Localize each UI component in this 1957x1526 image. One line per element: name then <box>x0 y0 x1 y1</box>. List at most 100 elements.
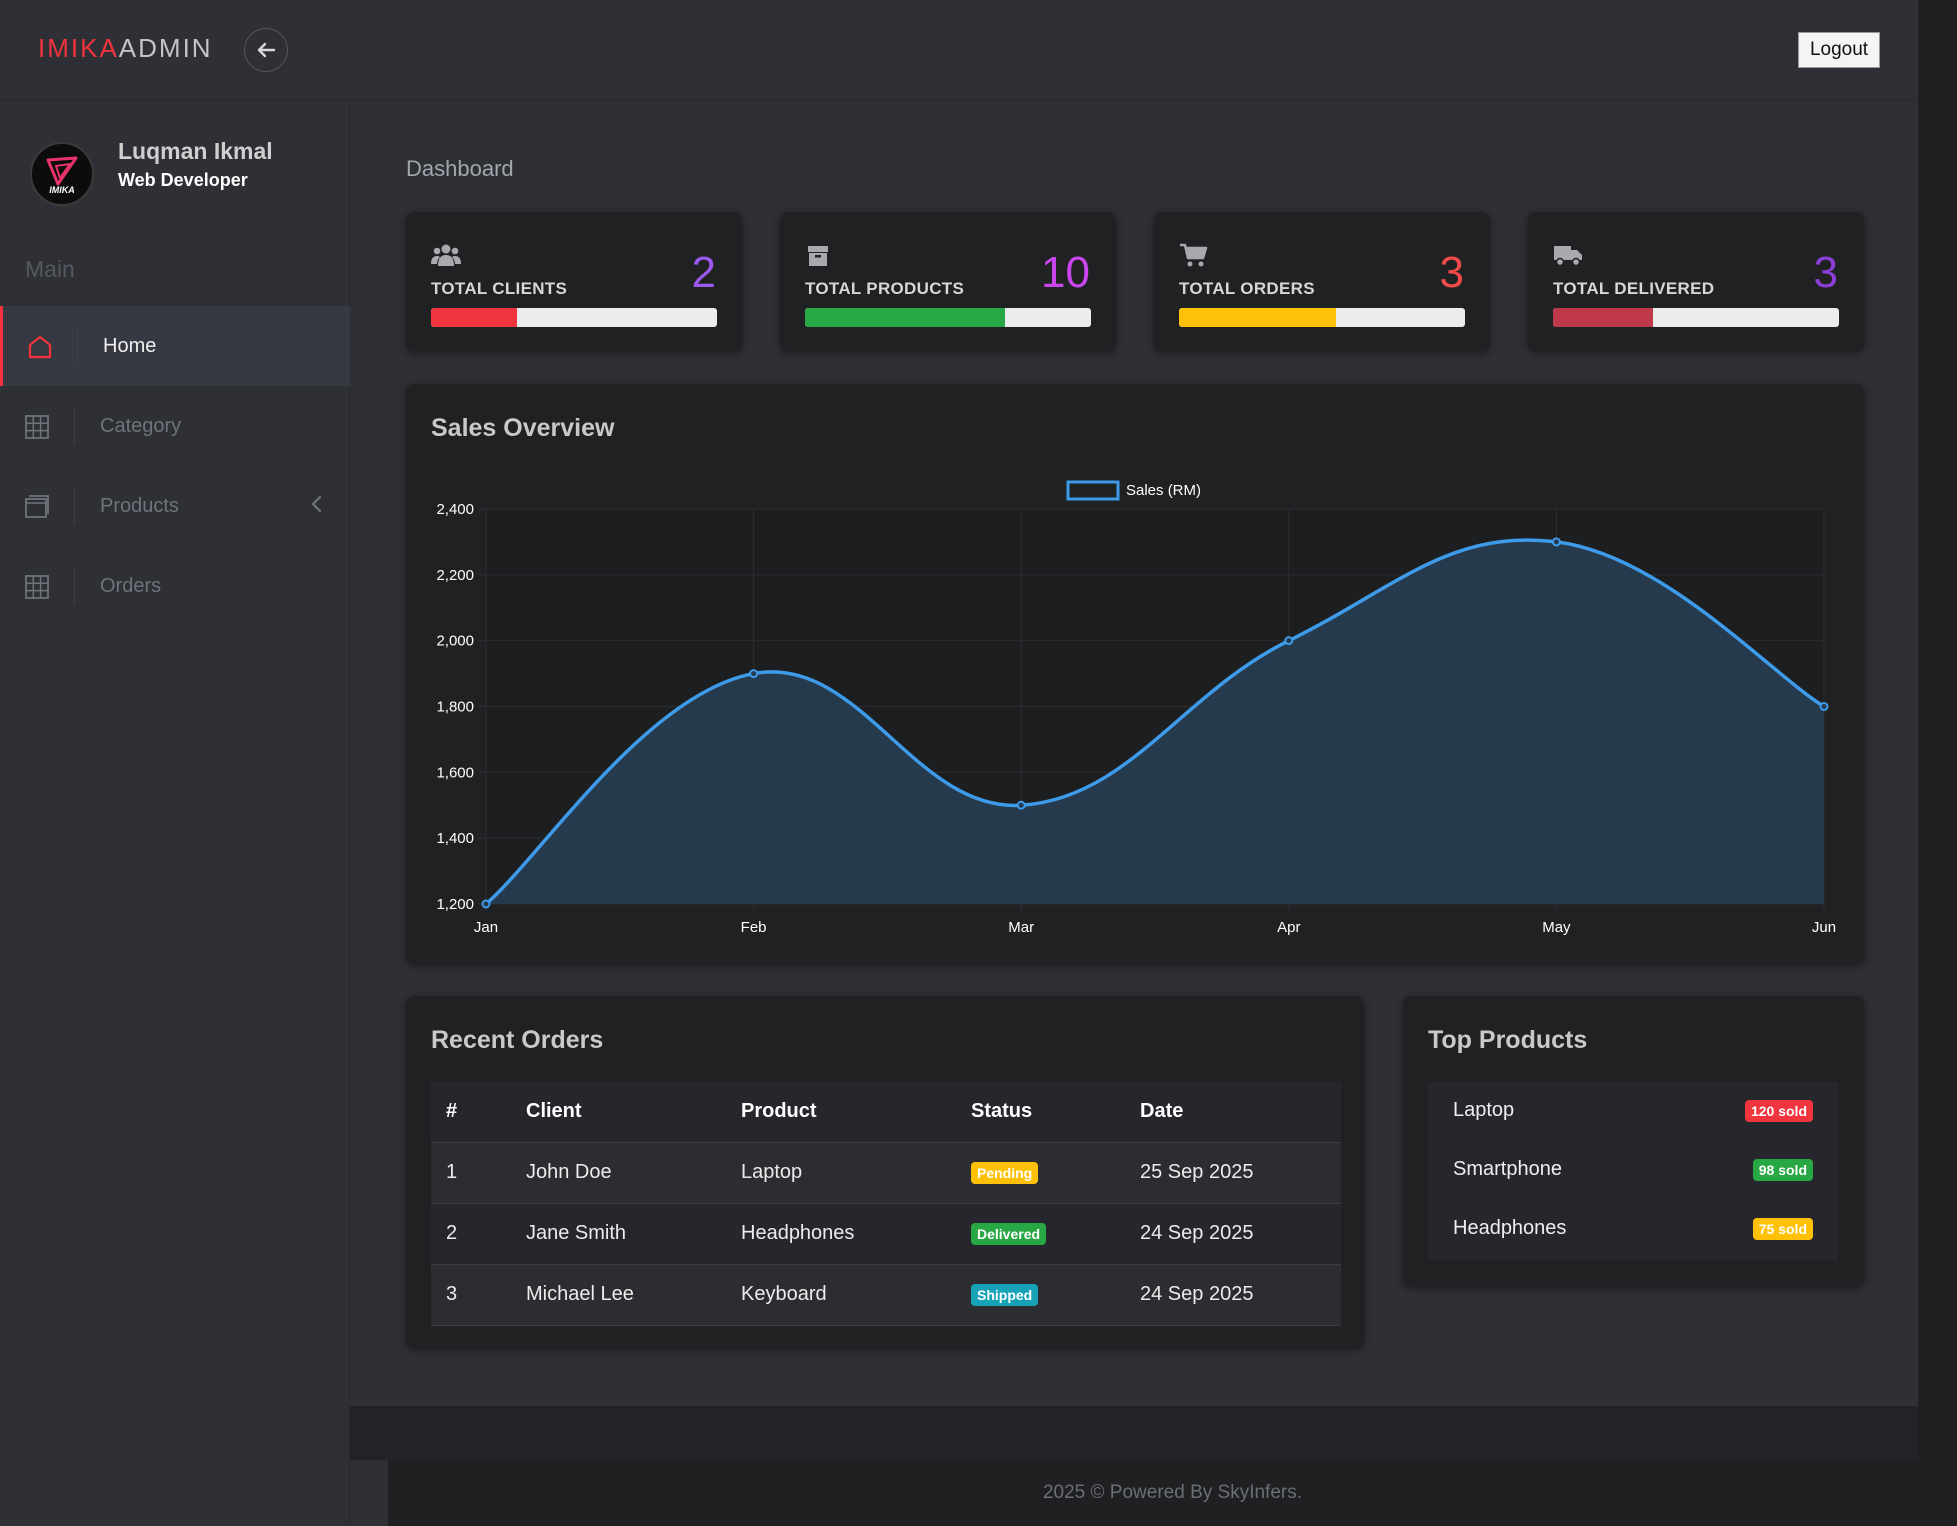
series-area <box>486 540 1824 904</box>
list-item[interactable]: Laptop 120 sold <box>1428 1082 1838 1141</box>
series-line <box>484 538 1825 906</box>
data-point <box>749 669 759 679</box>
y-tick-label: 2,200 <box>436 567 474 584</box>
table-row[interactable]: 3 Michael Lee Keyboard Shipped 24 Sep 20… <box>431 1264 1341 1326</box>
sold-badge: 75 sold <box>1752 1218 1813 1240</box>
right-edge-strip <box>1918 0 1957 1526</box>
order-product: Headphones <box>726 1203 956 1265</box>
sidebar-item-home[interactable]: Home <box>0 306 350 386</box>
y-tick-label: 2,000 <box>436 633 474 650</box>
nav-separator <box>74 408 75 444</box>
order-client: Michael Lee <box>511 1264 726 1326</box>
list-item[interactable]: Headphones 75 sold <box>1428 1200 1838 1259</box>
x-tick-label: Jun <box>1812 919 1836 936</box>
order-date: 24 Sep 2025 <box>1125 1264 1341 1326</box>
footer-text: 2025 © Powered By SkyInfers. <box>1042 1482 1302 1503</box>
grid-icon <box>25 575 49 599</box>
footer-spacer <box>350 1406 1918 1460</box>
column-header[interactable]: Status <box>956 1082 1125 1143</box>
column-header[interactable]: Date <box>1125 1082 1341 1143</box>
stat-card-total-products: TOTAL PRODUCTS 10 <box>780 212 1116 351</box>
users-icon <box>431 244 461 266</box>
data-point <box>1284 636 1294 646</box>
data-point <box>1819 702 1829 711</box>
sales-overview-title: Sales Overview <box>431 414 615 442</box>
brand-part1: IMIKA <box>38 33 119 63</box>
recent-orders-title: Recent Orders <box>431 1026 604 1054</box>
data-point <box>1016 800 1026 810</box>
column-header[interactable]: # <box>431 1082 511 1143</box>
nav-separator <box>74 488 75 524</box>
avatar-logo-text: IMIKA <box>49 185 75 195</box>
status-badge: Shipped <box>971 1284 1039 1306</box>
data-point <box>1551 537 1561 547</box>
legend-swatch <box>1066 480 1120 501</box>
brand-logo[interactable]: IMIKAADMIN <box>38 33 213 64</box>
sidebar-item-label: Category <box>100 415 182 437</box>
x-tick-label: May <box>1542 919 1571 936</box>
user-name: Luqman Ikmal <box>118 138 273 164</box>
truck-icon <box>1554 246 1582 267</box>
table-header-row: # Client Product Status Date <box>431 1082 1341 1143</box>
sidebar-item-orders[interactable]: Orders <box>0 546 350 626</box>
arrow-left-icon <box>257 42 276 58</box>
data-point <box>481 899 491 909</box>
column-header[interactable]: Product <box>726 1082 956 1143</box>
nav-separator <box>77 328 78 364</box>
x-tick-label: Feb <box>741 919 767 936</box>
cart-icon <box>1180 243 1208 267</box>
product-name: Headphones <box>1453 1217 1567 1239</box>
y-tick-label: 1,400 <box>436 830 474 847</box>
order-date: 25 Sep 2025 <box>1125 1142 1341 1204</box>
sidebar-item-category[interactable]: Category <box>0 386 350 466</box>
stat-progress-track <box>1553 308 1839 327</box>
sidebar-item-products[interactable]: Products <box>0 466 350 546</box>
legend-label: Sales (RM) <box>1126 482 1201 499</box>
order-number: 2 <box>431 1203 511 1265</box>
stat-progress-track <box>1179 308 1465 327</box>
order-client: Jane Smith <box>511 1203 726 1265</box>
column-header[interactable]: Client <box>511 1082 726 1143</box>
table-row[interactable]: 2 Jane Smith Headphones Delivered 24 Sep… <box>431 1203 1341 1265</box>
logout-button[interactable]: Logout <box>1798 32 1880 68</box>
sidebar: IMIKA Luqman Ikmal Web Developer Main Ho… <box>0 100 350 1526</box>
stat-value: 3 <box>1813 248 1838 297</box>
sold-badge: 98 sold <box>1752 1159 1813 1181</box>
sidebar-toggle-button[interactable] <box>244 28 288 72</box>
box-icon <box>808 246 828 266</box>
product-name: Laptop <box>1453 1099 1515 1121</box>
order-number: 3 <box>431 1264 511 1326</box>
order-date: 24 Sep 2025 <box>1125 1203 1341 1265</box>
table-row[interactable]: 1 John Doe Laptop Pending 25 Sep 2025 <box>431 1142 1341 1204</box>
order-client: John Doe <box>511 1142 726 1204</box>
order-number: 1 <box>431 1142 511 1204</box>
order-status-cell: Shipped <box>956 1264 1125 1326</box>
top-products-card: Top Products Laptop 120 sold Smartphone … <box>1403 996 1864 1286</box>
order-product: Laptop <box>726 1142 956 1204</box>
stat-progress-track <box>431 308 717 327</box>
order-product: Keyboard <box>726 1264 956 1326</box>
order-status-cell: Pending <box>956 1142 1125 1204</box>
stat-value: 3 <box>1439 248 1464 297</box>
chevron-left-icon[interactable] <box>310 494 324 514</box>
stat-card-total-clients: TOTAL CLIENTS 2 <box>406 212 742 351</box>
x-tick-label: Mar <box>1008 919 1034 936</box>
menu-heading: Main <box>25 256 75 282</box>
brand-part2: ADMIN <box>118 33 213 63</box>
list-item[interactable]: Smartphone 98 sold <box>1428 1141 1838 1200</box>
stat-label: TOTAL DELIVERED <box>1553 279 1715 298</box>
avatar[interactable]: IMIKA <box>30 142 94 206</box>
top-products-title: Top Products <box>1428 1026 1588 1054</box>
stat-progress-fill <box>1179 308 1337 327</box>
status-badge: Delivered <box>971 1223 1047 1245</box>
stat-value: 10 <box>1041 248 1090 297</box>
stat-label: TOTAL PRODUCTS <box>805 279 965 298</box>
orders-table: # Client Product Status Date 1 John Doe … <box>431 1082 1341 1326</box>
stat-progress-track <box>805 308 1091 327</box>
stat-card-total-orders: TOTAL ORDERS 3 <box>1154 212 1490 351</box>
stat-progress-fill <box>1553 308 1654 327</box>
stat-card-total-delivered: TOTAL DELIVERED 3 <box>1528 212 1864 351</box>
sales-overview-card: Sales Overview 1,200 1,400 1,600 1,800 2,000… <box>406 384 1864 964</box>
stat-progress-fill <box>805 308 1006 327</box>
page-title: Dashboard <box>406 156 514 181</box>
